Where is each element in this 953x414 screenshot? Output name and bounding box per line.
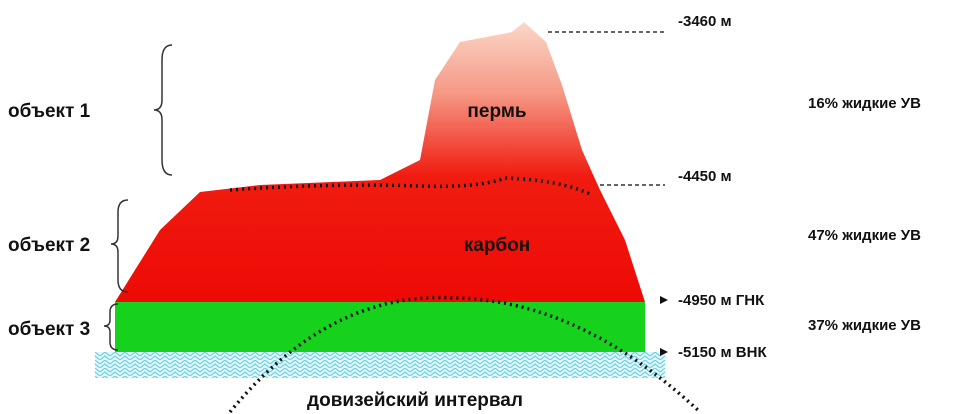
share-label: 47% жидкие УВ <box>808 227 921 244</box>
depth-label: -5150 м ВНК <box>678 344 767 361</box>
arrows <box>660 296 668 356</box>
depth-label: -4950 м ГНК <box>678 292 765 309</box>
layer-label: пермь <box>467 101 526 122</box>
dotted-contact <box>229 176 591 196</box>
layer-label: карбон <box>464 235 531 256</box>
water-zone <box>95 352 665 378</box>
depth-lines <box>548 31 665 186</box>
layer-label: довизейский интервал <box>307 390 523 411</box>
share-label: 37% жидкие УВ <box>808 317 921 334</box>
share-label: 16% жидкие УВ <box>808 95 921 112</box>
depth-label: -4450 м <box>678 168 732 185</box>
green-layer <box>115 302 645 352</box>
object-label: объект 2 <box>8 235 90 256</box>
red-body <box>115 22 645 302</box>
dotted-arc <box>228 295 702 414</box>
depth-label: -3460 м <box>678 13 732 30</box>
braces <box>103 44 173 351</box>
object-label: объект 1 <box>8 101 91 122</box>
object-label: объект 3 <box>8 319 90 340</box>
